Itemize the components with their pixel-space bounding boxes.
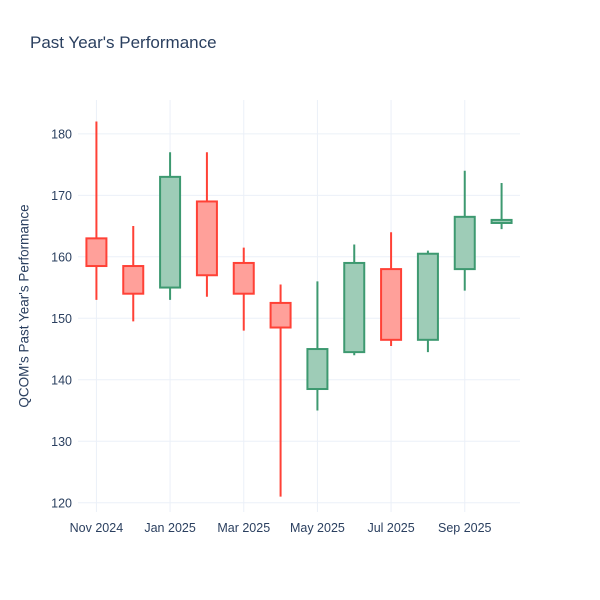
y-tick-label: 150	[51, 312, 72, 326]
chart-title: Past Year's Performance	[30, 33, 217, 52]
candle-body	[453, 215, 476, 271]
candle-body	[85, 237, 108, 268]
gridlines	[78, 100, 520, 512]
candlestick-jul-2025[interactable]	[380, 232, 403, 346]
candle-body	[416, 252, 439, 341]
x-tick-label: Sep 2025	[438, 521, 492, 535]
x-axis-tick-labels: Nov 2024 Jan 2025 Mar 2025 May 2025 Jul 2025…	[70, 521, 492, 535]
y-tick-label: 130	[51, 435, 72, 449]
candlestick-dec-2024[interactable]	[122, 226, 145, 322]
x-tick-label: Mar 2025	[217, 521, 270, 535]
candle-body	[380, 268, 403, 341]
candle-body	[269, 301, 292, 329]
candlestick-nov-2024[interactable]	[85, 121, 108, 300]
y-tick-label: 160	[51, 250, 72, 264]
candlestick-jan-2025[interactable]	[159, 152, 182, 300]
y-tick-label: 170	[51, 189, 72, 203]
candle-body	[232, 261, 255, 295]
candle-body	[159, 175, 182, 289]
y-axis-title: QCOM's Past Year's Performance	[16, 204, 32, 408]
y-tick-label: 120	[51, 496, 72, 510]
x-tick-label: Jan 2025	[144, 521, 195, 535]
candlestick-mar-2025[interactable]	[232, 247, 255, 331]
x-tick-label: Jul 2025	[367, 521, 414, 535]
candlestick-oct-2025[interactable]	[490, 183, 513, 230]
x-tick-label: Nov 2024	[70, 521, 124, 535]
candle-body	[306, 348, 329, 391]
candle-body	[490, 218, 513, 224]
candlestick-apr-2025[interactable]	[269, 284, 292, 497]
plot-area[interactable]	[78, 100, 520, 512]
candlestick-aug-2025[interactable]	[416, 250, 439, 353]
y-axis-tick-labels: 120 130 140 150 160 170 180	[51, 127, 72, 510]
candle-body	[343, 261, 366, 354]
y-tick-label: 140	[51, 373, 72, 387]
y-tick-label: 180	[51, 127, 72, 141]
candlestick-may-2025[interactable]	[306, 281, 329, 411]
candle-body	[195, 200, 218, 277]
candlestick-sep-2025[interactable]	[453, 170, 476, 291]
candlestick-feb-2025[interactable]	[195, 152, 218, 297]
candle-body	[122, 265, 145, 295]
candlestick-jun-2025[interactable]	[343, 244, 366, 356]
candles	[85, 121, 513, 497]
x-tick-label: May 2025	[290, 521, 345, 535]
